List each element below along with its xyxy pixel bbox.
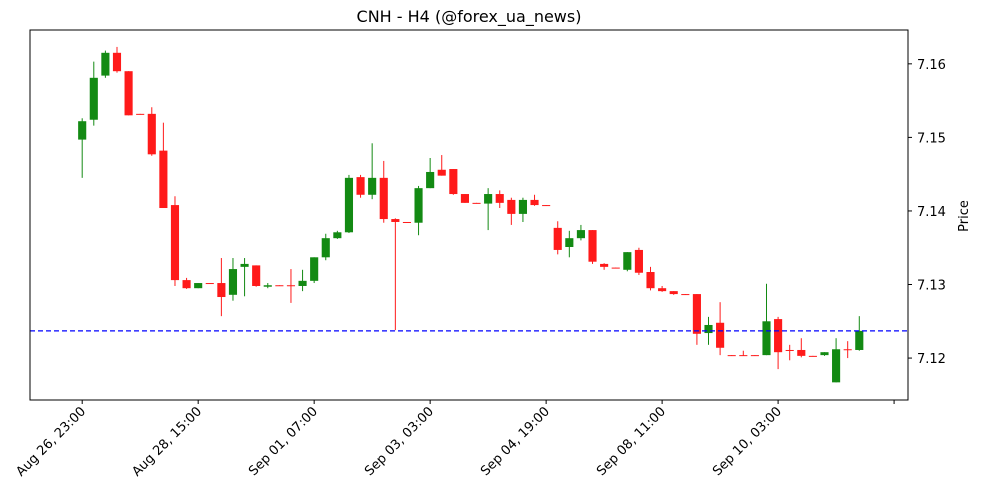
candle-body [391,219,400,222]
candle-body [182,280,191,289]
candle-body [205,283,214,285]
candle-body [484,194,493,204]
candle-body [112,52,122,72]
plot-frame [29,29,909,401]
chart-title: CNH - H4 (@forex_ua_news) [357,7,582,27]
candle-body [762,321,771,356]
candle-body [333,232,342,239]
candle-body [704,324,713,334]
candle-body [669,291,678,295]
candle-body [170,205,180,281]
candle-body [159,150,168,209]
candle-body [576,230,585,239]
candle-body [426,171,435,189]
candle-body [739,355,748,357]
candle-body [147,113,156,155]
candle-body [518,199,527,214]
candle-body [437,169,446,176]
candle-body [228,269,238,295]
candle-body [379,177,388,220]
candle-body [553,227,562,250]
candle-body [832,349,841,383]
candle-body [681,294,690,296]
candle-body [217,283,226,298]
candle-body [472,202,481,204]
candle-body [692,294,701,334]
candle-body [785,349,794,351]
candle-body [78,121,87,140]
y-tick-label: 7.15 [917,131,946,146]
candle-body [774,319,783,353]
candle-body [321,238,330,258]
candle-body [124,71,133,116]
candle-body [855,330,864,350]
y-tick-label: 7.13 [917,279,946,294]
candle-body [252,265,261,286]
candle-body [600,263,609,267]
candle-body [310,257,319,281]
candle-body [402,221,412,223]
candle-body [286,285,296,287]
candle-body [843,349,852,351]
candle-body [275,285,284,287]
candle-body [542,205,551,207]
y-tick-label: 7.12 [917,352,946,367]
candle-body [565,238,574,247]
candle-body [449,169,458,195]
y-tick-label: 7.16 [917,58,946,73]
candle-body [750,355,759,357]
candle-body [634,249,643,273]
candle-body [240,263,249,267]
candle-body [646,272,655,289]
y-tick-label: 7.14 [917,205,946,220]
y-axis-label: Price [957,200,972,232]
candle-body [530,199,539,206]
candle-body [101,52,110,76]
candle-body [460,194,469,203]
candle-body [588,230,597,262]
candle-body [368,177,377,195]
candle-body [507,199,516,214]
candle-body [414,188,423,223]
candle-body [356,177,365,195]
candle-body [727,355,736,357]
candle-body [263,285,272,287]
candle-body [716,322,725,348]
candle-body [194,283,203,289]
candle-body [298,280,307,286]
candle-body [495,194,504,203]
candle-body [611,267,620,269]
candle-body [808,355,817,357]
candle-body [623,252,632,270]
candle-body [658,288,667,292]
candle-body [89,77,98,120]
candle-body [820,352,829,356]
candle-body [344,177,354,233]
candle-body [136,113,145,115]
candle-body [797,349,806,356]
